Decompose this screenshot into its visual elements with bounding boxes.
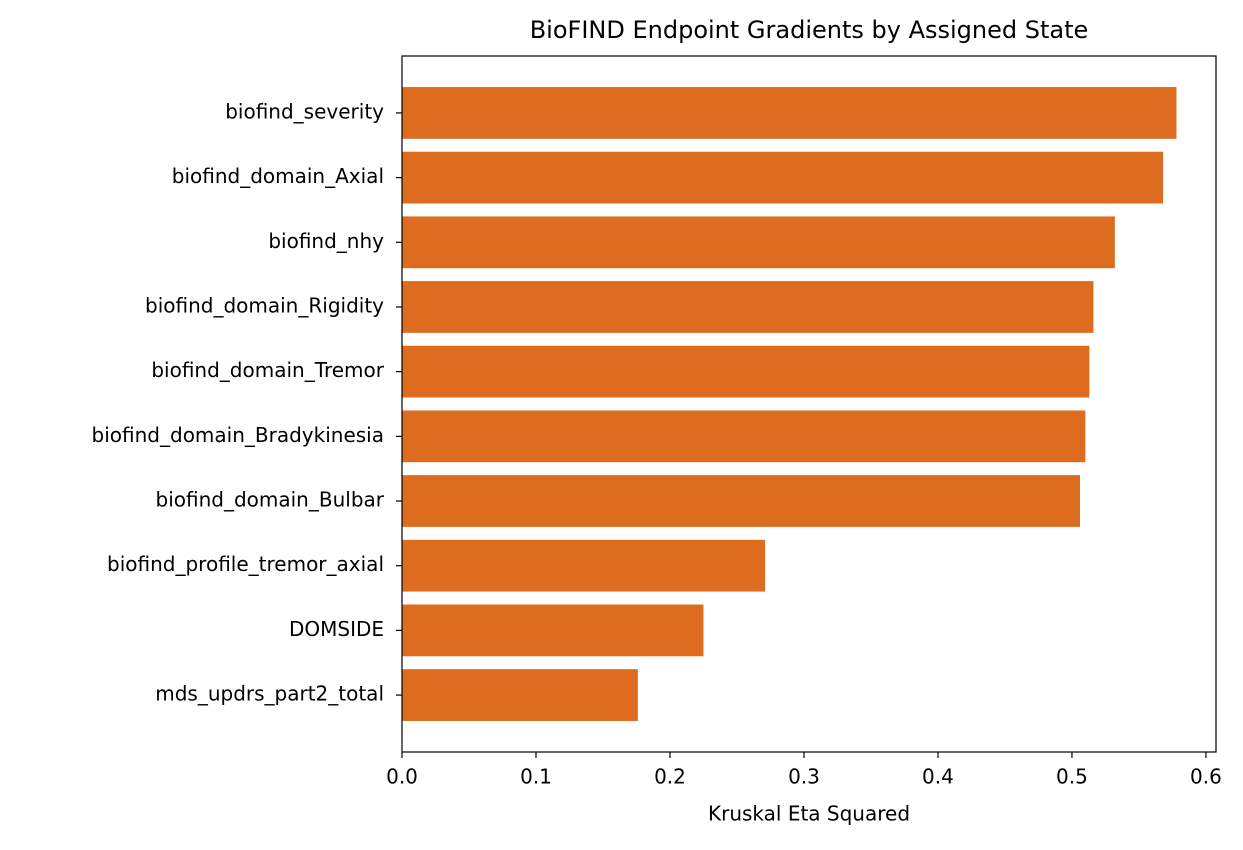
- bar: [402, 475, 1080, 527]
- chart-title: BioFIND Endpoint Gradients by Assigned S…: [530, 16, 1089, 44]
- bar: [402, 345, 1090, 398]
- y-tick-label: biofind_domain_Axial: [172, 164, 384, 188]
- bar: [402, 539, 766, 592]
- y-tick-label: biofind_domain_Rigidity: [145, 293, 384, 317]
- plot-frame: [401, 55, 1217, 753]
- y-tick-label: biofind_nhy: [268, 229, 384, 253]
- x-tick-label: 0.4: [922, 765, 954, 789]
- x-tick-label: 0.1: [520, 765, 552, 789]
- x-tick-label: 0.5: [1056, 765, 1088, 789]
- x-axis-label: Kruskal Eta Squared: [708, 802, 910, 826]
- x-tick-label: 0.6: [1190, 765, 1222, 789]
- y-tick-label: biofind_severity: [225, 99, 384, 123]
- y-tick-label: biofind_domain_Bulbar: [156, 488, 385, 512]
- x-tick-label: 0.3: [788, 765, 820, 789]
- y-tick-label: biofind_domain_Tremor: [151, 358, 384, 382]
- x-tick-label: 0.0: [386, 765, 418, 789]
- bar: [402, 216, 1115, 269]
- bar: [402, 87, 1177, 139]
- bar: [402, 281, 1094, 333]
- bar: [402, 410, 1086, 463]
- y-tick-label: biofind_domain_Bradykinesia: [92, 423, 384, 447]
- bar: [402, 604, 704, 657]
- bar: [402, 151, 1164, 204]
- y-tick-label: biofind_profile_tremor_axial: [107, 552, 384, 576]
- y-tick-label: DOMSIDE: [289, 617, 384, 641]
- y-tick-label: mds_updrs_part2_total: [155, 682, 384, 706]
- bar: [402, 669, 638, 721]
- x-tick-label: 0.2: [654, 765, 686, 789]
